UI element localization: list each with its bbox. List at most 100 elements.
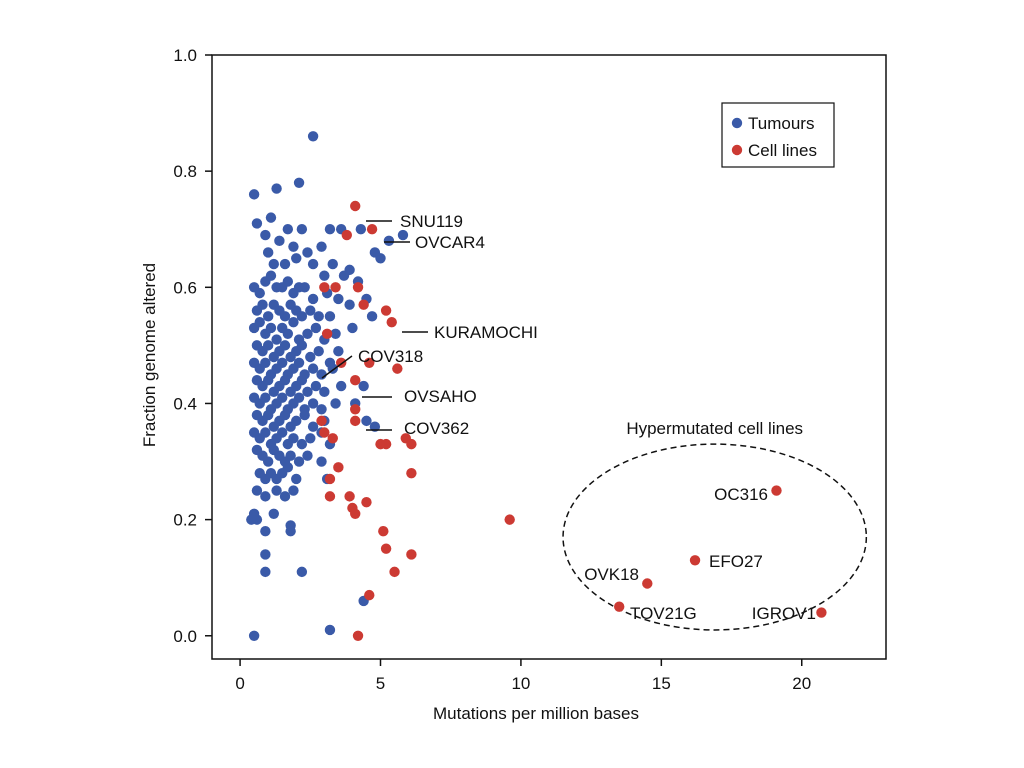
hypermutated-ellipse (562, 443, 868, 631)
cov318-annotation-leader (321, 355, 353, 379)
cell-lines-point (386, 316, 397, 328)
cell-lines-point (364, 357, 375, 369)
cell-lines-point (333, 462, 344, 473)
tumours-point (288, 316, 299, 328)
cell-lines-point (614, 601, 625, 612)
cell-lines-point (771, 485, 782, 496)
tumours-point (262, 375, 274, 386)
tumours-point (316, 369, 327, 380)
tumours-point (333, 293, 344, 305)
tumours-point (271, 334, 282, 345)
tumours-point (366, 311, 378, 322)
cell-lines-point (350, 375, 361, 386)
cell-lines-point (350, 508, 361, 520)
y-tick-label: 0.2 (173, 511, 197, 530)
ovsaho-annotation-label: OVSAHO (404, 387, 477, 406)
tumours-point (260, 491, 271, 502)
tumours-point (262, 456, 274, 467)
tumours-point (358, 380, 369, 392)
snu119-annotation-label: SNU119 (400, 212, 463, 231)
tumours-point (260, 229, 271, 241)
tumours-point (324, 311, 336, 322)
y-axis-title: Fraction genome altered (140, 263, 159, 447)
tumours-point (302, 328, 313, 339)
tumours-point (293, 392, 305, 403)
tumours-point (288, 241, 299, 252)
cell-lines-point (350, 404, 361, 415)
tumours-point (305, 433, 316, 444)
tumours-point (271, 183, 282, 194)
tumours-point (279, 258, 291, 270)
tumours-point (254, 316, 265, 328)
oc316-annotation-label: OC316 (714, 485, 768, 504)
tumours-point (282, 224, 294, 235)
tumours-point (288, 433, 299, 444)
tumours-point (319, 270, 330, 281)
legend-marker-tumours (731, 117, 743, 129)
tumours-point (277, 427, 288, 438)
cell-lines-point (689, 555, 701, 566)
tumours-point (274, 235, 285, 247)
tumours-point (333, 345, 344, 357)
cell-lines-point (324, 473, 336, 485)
tumours-point (262, 311, 274, 322)
tumours-point (319, 386, 330, 398)
tumours-point (293, 456, 305, 467)
cell-lines-point (504, 514, 515, 525)
cell-lines-point (341, 229, 352, 241)
tumours-point (302, 247, 313, 258)
x-tick-label: 0 (235, 674, 244, 693)
y-tick-label: 1.0 (173, 46, 197, 65)
plot-frame (211, 54, 887, 660)
legend-box (721, 102, 835, 168)
tumours-point (307, 131, 319, 142)
cell-lines-point (324, 491, 336, 502)
tumours-point (291, 253, 302, 264)
tumours-point (277, 357, 288, 369)
tumours-point (285, 526, 296, 537)
cell-lines-point (366, 224, 378, 235)
ovcar4-annotation-label: OVCAR4 (415, 233, 485, 252)
tumours-point (282, 462, 294, 473)
tumours-point (338, 270, 350, 281)
x-tick-label: 5 (376, 674, 385, 693)
cell-lines-point (352, 282, 364, 293)
tumours-point (279, 491, 291, 502)
tumours-point (296, 438, 308, 450)
tumours-point (299, 409, 310, 421)
tumours-point (248, 630, 260, 641)
x-axis-title: Mutations per million bases (433, 704, 639, 723)
tumours-point (307, 258, 319, 270)
tumours-point (279, 375, 291, 386)
tumours-point (268, 258, 279, 270)
tumours-point (330, 398, 341, 409)
cell-lines-point (358, 299, 369, 310)
tumours-point (361, 415, 372, 427)
tumours-point (257, 299, 268, 310)
cell-lines-point (816, 607, 827, 618)
y-tick-label: 0.4 (173, 394, 197, 413)
tumours-point (282, 276, 294, 287)
tumours-point (299, 282, 310, 293)
tumours-point (307, 398, 319, 409)
tumours-point (344, 299, 355, 310)
tumours-point (271, 485, 282, 496)
tumours-point (282, 328, 294, 339)
hypermutated-label: Hypermutated cell lines (626, 419, 803, 438)
cell-lines-point (330, 282, 341, 293)
tumours-point (288, 485, 299, 496)
tumours-point (305, 351, 316, 363)
tov21g-annotation-label: TOV21G (630, 604, 697, 623)
cell-lines-point (319, 427, 330, 438)
tumours-point (383, 235, 395, 247)
tumours-point (248, 189, 260, 200)
x-tick-label: 10 (511, 674, 530, 693)
tumours-point (313, 311, 324, 322)
tumours-point (279, 311, 291, 322)
tumours-point (324, 624, 336, 636)
cell-lines-point (380, 543, 392, 554)
tumours-point (251, 514, 263, 525)
tumours-point (369, 421, 381, 432)
tumours-point (310, 380, 322, 392)
tumours-point (262, 409, 274, 421)
